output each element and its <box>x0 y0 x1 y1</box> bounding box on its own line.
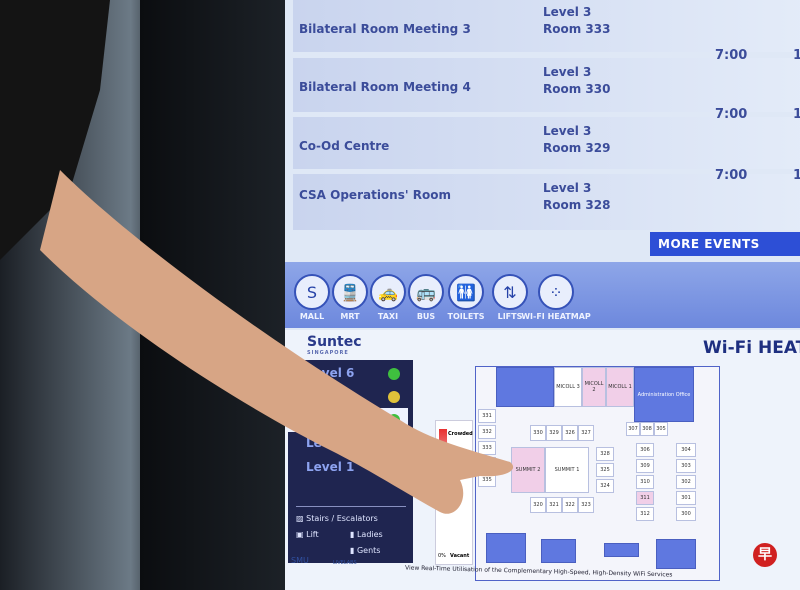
room-322[interactable]: 322 <box>562 497 578 513</box>
event-name: CSA Operations' Room <box>299 188 451 202</box>
event-name: Bilateral Room Meeting 4 <box>299 80 471 94</box>
room-330[interactable]: 330 <box>530 425 546 441</box>
room-302[interactable]: 302 <box>676 475 696 489</box>
legend-lift: ▣ Lift <box>296 530 319 539</box>
room-summit-1[interactable]: SUMMIT 1 <box>545 447 589 493</box>
room-312[interactable]: 312 <box>636 507 654 521</box>
train-icon: 🚆 <box>332 274 368 310</box>
heatmap-title: Wi-Fi HEATM <box>703 338 800 358</box>
livelabs-logo: LIVELABS <box>333 560 357 566</box>
event-end-time: 1 <box>793 48 800 63</box>
level-1[interactable]: Level 1 <box>306 460 355 474</box>
room-324[interactable]: 324 <box>596 479 614 493</box>
scale-high-label: Crowded <box>448 431 473 437</box>
smu-logo: SMU <box>291 556 309 565</box>
level-selector: Level 6 Level 2 Level 1 ▨ Stairs / Escal… <box>288 360 413 563</box>
event-location: Level 3 Room 328 <box>543 181 611 212</box>
room-administration-office[interactable]: Administration Office <box>634 367 694 422</box>
room-301[interactable]: 301 <box>676 491 696 505</box>
event-location: Level 3 Room 333 <box>543 5 611 36</box>
room-block <box>496 367 554 407</box>
room-325[interactable]: 325 <box>596 463 614 477</box>
level-2[interactable]: Level 2 <box>306 436 355 450</box>
level-6[interactable]: Level 6 <box>306 366 355 380</box>
room-331[interactable]: 331 <box>478 409 496 423</box>
suntec-city-logo: S <box>294 274 330 310</box>
suntec-logo: Suntec SINGAPORE <box>307 334 362 356</box>
wifi-heatmap-label: WI-FI HEATMAP <box>521 312 591 321</box>
room-micoll-2[interactable]: MICOLL 2 <box>582 367 606 407</box>
event-name: Co-Od Centre <box>299 139 390 153</box>
lift-icon: ⇅ <box>492 274 528 310</box>
amenities-bar: S MALL 🚆 MRT 🚕 TAXI 🚌 BUS 🚻 TOILETS ⇅ LIFTS ⁘ W… <box>285 262 800 328</box>
concourse-block <box>486 533 526 563</box>
room-326[interactable]: 326 <box>562 425 578 441</box>
room-334[interactable]: 334 <box>478 457 496 471</box>
kiosk-bezel <box>140 0 290 590</box>
room-329[interactable]: 329 <box>546 425 562 441</box>
kiosk-screen: Bilateral Room Meeting 3 Level 3 Room 333… <box>285 0 800 590</box>
room-310[interactable]: 310 <box>636 475 654 489</box>
room-308[interactable]: 308 <box>640 422 654 436</box>
room-320[interactable]: 320 <box>530 497 546 513</box>
bus-icon: 🚌 <box>408 274 444 310</box>
room-micoll-3[interactable]: MICOLL 3 <box>554 367 582 407</box>
wifi-heatmap-button[interactable]: ⁘ WI-FI HEATMAP <box>521 274 591 321</box>
room-306[interactable]: 306 <box>636 443 654 457</box>
scale-bar <box>439 429 447 459</box>
room-304[interactable]: 304 <box>676 443 696 457</box>
event-time: 7:00 <box>715 168 748 183</box>
room-311[interactable]: 311 <box>636 491 654 505</box>
event-end-time: 1 <box>793 168 800 183</box>
status-dot <box>388 462 400 474</box>
divider <box>296 506 406 507</box>
room-303[interactable]: 303 <box>676 459 696 473</box>
event-end-time: 1 <box>793 107 800 122</box>
status-dot <box>388 391 400 403</box>
event-name: Bilateral Room Meeting 3 <box>299 22 471 36</box>
room-307[interactable]: 307 <box>626 422 640 436</box>
taxi-icon: 🚕 <box>370 274 406 310</box>
concourse-block <box>541 539 576 563</box>
status-dot <box>388 414 400 426</box>
legend-stairs: ▨ Stairs / Escalators <box>296 514 378 523</box>
room-335[interactable]: 335 <box>478 473 496 487</box>
room-micoll-1[interactable]: MICOLL 1 <box>606 367 634 407</box>
heatmap-icon: ⁘ <box>538 274 574 310</box>
concourse-block <box>604 543 639 557</box>
watermark-logo: 早 <box>753 543 777 567</box>
legend-gents: ▮ Gents <box>350 546 381 555</box>
utilisation-scale: Crowded 0% Vacant <box>435 420 473 565</box>
concourse-block <box>656 539 696 569</box>
scale-low-pct: 0% <box>438 553 446 559</box>
room-309[interactable]: 309 <box>636 459 654 473</box>
floor-plan[interactable]: MICOLL 3 MICOLL 2 MICOLL 1 Administratio… <box>475 366 720 581</box>
event-row[interactable]: Bilateral Room Meeting 4 Level 3 Room 330… <box>293 48 800 112</box>
event-location: Level 3 Room 330 <box>543 65 611 96</box>
room-305[interactable]: 305 <box>654 422 668 436</box>
room-323[interactable]: 323 <box>578 497 594 513</box>
status-dot <box>388 368 400 380</box>
toilets-icon: 🚻 <box>448 274 484 310</box>
room-327[interactable]: 327 <box>578 425 594 441</box>
room-summit-2[interactable]: SUMMIT 2 <box>511 447 545 493</box>
scale-low-label: Vacant <box>450 553 470 559</box>
room-328[interactable]: 328 <box>596 447 614 461</box>
room-332[interactable]: 332 <box>478 425 496 439</box>
event-time: 7:00 <box>715 48 748 63</box>
event-time: 7:00 <box>715 107 748 122</box>
more-events-button[interactable]: MORE EVENTS <box>650 232 800 256</box>
legend-ladies: ▮ Ladies <box>350 530 383 539</box>
event-row[interactable]: Co-Od Centre Level 3 Room 329 7:00 1 <box>293 107 800 169</box>
room-333[interactable]: 333 <box>478 441 496 455</box>
event-location: Level 3 Room 329 <box>543 124 611 155</box>
event-row[interactable]: Bilateral Room Meeting 3 Level 3 Room 333 <box>293 0 800 52</box>
room-300[interactable]: 300 <box>676 507 696 521</box>
event-row[interactable]: CSA Operations' Room Level 3 Room 328 7:0… <box>293 168 800 230</box>
room-321[interactable]: 321 <box>546 497 562 513</box>
